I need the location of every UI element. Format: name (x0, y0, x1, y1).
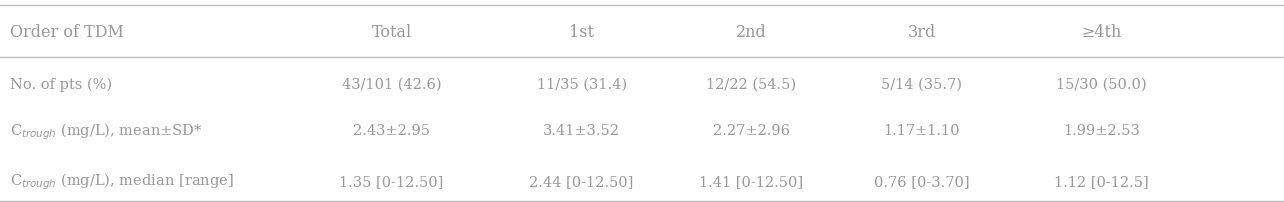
Text: 2nd: 2nd (736, 24, 767, 41)
Text: 1.17±1.10: 1.17±1.10 (883, 124, 960, 138)
Text: No. of pts (%): No. of pts (%) (10, 78, 113, 92)
Text: 1.12 [0-12.5]: 1.12 [0-12.5] (1054, 175, 1149, 189)
Text: 0.76 [0-3.70]: 0.76 [0-3.70] (874, 175, 969, 189)
Text: 1st: 1st (569, 24, 594, 41)
Text: 2.44 [0-12.50]: 2.44 [0-12.50] (529, 175, 634, 189)
Text: 12/22 (54.5): 12/22 (54.5) (706, 78, 796, 92)
Text: 11/35 (31.4): 11/35 (31.4) (537, 78, 627, 92)
Text: ≥4th: ≥4th (1081, 24, 1122, 41)
Text: C$_{trough}$ (mg/L), median [range]: C$_{trough}$ (mg/L), median [range] (10, 171, 234, 192)
Text: 15/30 (50.0): 15/30 (50.0) (1057, 78, 1147, 92)
Text: 3rd: 3rd (908, 24, 936, 41)
Text: 5/14 (35.7): 5/14 (35.7) (881, 78, 963, 92)
Text: C$_{trough}$ (mg/L), mean±SD*: C$_{trough}$ (mg/L), mean±SD* (10, 121, 203, 142)
Text: 1.41 [0-12.50]: 1.41 [0-12.50] (698, 175, 804, 189)
Text: 43/101 (42.6): 43/101 (42.6) (342, 78, 442, 92)
Text: 3.41±3.52: 3.41±3.52 (543, 124, 620, 138)
Text: 1.99±2.53: 1.99±2.53 (1063, 124, 1140, 138)
Text: 1.35 [0-12.50]: 1.35 [0-12.50] (339, 175, 444, 189)
Text: Order of TDM: Order of TDM (10, 24, 125, 41)
Text: Total: Total (371, 24, 412, 41)
Text: 2.43±2.95: 2.43±2.95 (353, 124, 430, 138)
Text: 2.27±2.96: 2.27±2.96 (713, 124, 790, 138)
